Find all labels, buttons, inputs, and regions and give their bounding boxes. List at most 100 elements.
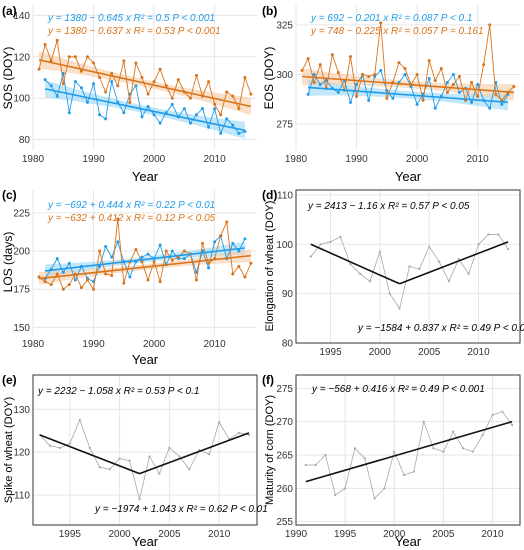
data-point <box>213 107 217 111</box>
data-point <box>92 82 96 86</box>
data-point <box>110 255 114 259</box>
x-tick-label: 1990 <box>345 154 368 165</box>
y-tick-label: 110 <box>277 190 293 201</box>
data-point <box>457 75 461 79</box>
data-point <box>207 266 211 270</box>
data-point <box>314 463 317 467</box>
axis-ticks: 1995 2000 2005 2010 80 90 100 110 <box>276 190 490 358</box>
panel-label: (b) <box>262 4 277 18</box>
data-point <box>334 493 337 497</box>
x-tick-label: 2005 <box>158 529 181 540</box>
series-line <box>307 69 509 110</box>
data-point <box>61 82 65 86</box>
data-point <box>368 280 372 283</box>
data-point <box>237 131 241 135</box>
data-point <box>110 80 114 84</box>
data-point <box>481 433 484 437</box>
data-point <box>247 433 251 437</box>
plot-area <box>296 190 520 343</box>
y-axis-label: Spike of wheat (DOY) <box>3 397 15 503</box>
data-point <box>488 106 492 110</box>
axis-ticks: 1980 1990 2000 2010 275 300 325 <box>276 20 489 165</box>
data-point <box>92 61 96 65</box>
data-point <box>73 55 77 59</box>
x-axis-label: Year <box>395 169 422 184</box>
trend-lines <box>39 432 250 475</box>
data-point <box>188 468 191 471</box>
x-axis-label: Year <box>132 534 159 549</box>
data-point <box>231 272 235 276</box>
data-point <box>61 71 65 75</box>
y-tick-label: 120 <box>13 448 30 459</box>
panel-label: (c) <box>2 188 17 202</box>
x-tick-label: 1980 <box>22 339 45 350</box>
data-point <box>134 61 138 65</box>
trend-lines <box>310 241 509 285</box>
data-point <box>379 69 383 73</box>
x-tick-label: 2000 <box>406 154 429 165</box>
x-tick-label: 2010 <box>203 154 226 165</box>
data-point <box>379 21 383 25</box>
data-point <box>344 487 347 490</box>
data-point <box>122 59 126 63</box>
data-point <box>482 63 486 67</box>
panel-b: 1980 1990 2000 2010 275 300 325 (b) y = 692 − … <box>262 4 520 184</box>
data-point <box>336 90 340 94</box>
regression-line <box>139 432 250 475</box>
axis-ticks: 1980 1990 2000 2010 80 100 120 140 <box>13 11 226 165</box>
data-point <box>363 457 366 460</box>
data-point <box>140 260 144 264</box>
equation-1: y = −692 + 0.444 x R² = 0.22 P < 0.01 <box>47 200 215 211</box>
data-point <box>427 59 431 63</box>
data-point <box>67 283 71 287</box>
regression-line <box>310 243 400 285</box>
data-point <box>408 265 411 268</box>
data-point <box>367 75 371 79</box>
data-point <box>353 447 357 450</box>
x-tick-label: 2000 <box>369 347 392 358</box>
y-tick-label: 120 <box>13 52 30 63</box>
series-line <box>38 218 252 291</box>
data-point <box>68 442 71 445</box>
x-tick-label: 2010 <box>481 529 504 540</box>
data-point <box>104 244 108 248</box>
data-point <box>140 76 144 79</box>
data-point <box>249 92 253 96</box>
data-point <box>43 42 47 46</box>
data-point <box>361 73 365 77</box>
data-point <box>182 257 186 261</box>
data-point <box>512 84 516 88</box>
data-point <box>98 466 101 469</box>
y-tick-label: 255 <box>276 517 293 528</box>
data-point <box>207 125 211 129</box>
panel-a: 1980 1990 2000 2010 80 100 120 140 (a) y = 1380… <box>1 4 257 184</box>
data-point <box>457 90 461 94</box>
data-point <box>208 453 211 456</box>
data-point <box>231 123 235 127</box>
data-point <box>188 121 192 125</box>
data-point <box>312 73 316 77</box>
data-point <box>225 220 229 224</box>
panel-label: (d) <box>262 188 277 202</box>
axis-ticks: 1995 2000 2005 2010 110 120 130 <box>13 405 230 540</box>
data-point <box>158 472 161 475</box>
series-line <box>305 411 513 500</box>
data-point <box>116 84 120 88</box>
data-point <box>58 446 61 449</box>
x-tick-label: 1990 <box>285 529 308 540</box>
panel-c: 1980 1990 2000 2010 150 175 200 225 (c) y = −69… <box>1 188 257 367</box>
x-tick-label: 1995 <box>334 529 357 540</box>
data-point <box>488 23 492 27</box>
y-axis-label: Maturity of corn (DOY) <box>264 395 276 505</box>
y-tick-label: 225 <box>13 208 30 219</box>
data-point <box>231 241 235 245</box>
data-point <box>476 82 480 86</box>
data-point <box>487 233 490 236</box>
x-tick-label: 1995 <box>59 529 82 540</box>
trend-line <box>38 254 252 280</box>
data-point <box>349 262 352 266</box>
data-point <box>412 470 415 473</box>
y-tick-label: 260 <box>276 484 293 495</box>
data-point <box>421 98 425 102</box>
data-point <box>324 78 328 82</box>
